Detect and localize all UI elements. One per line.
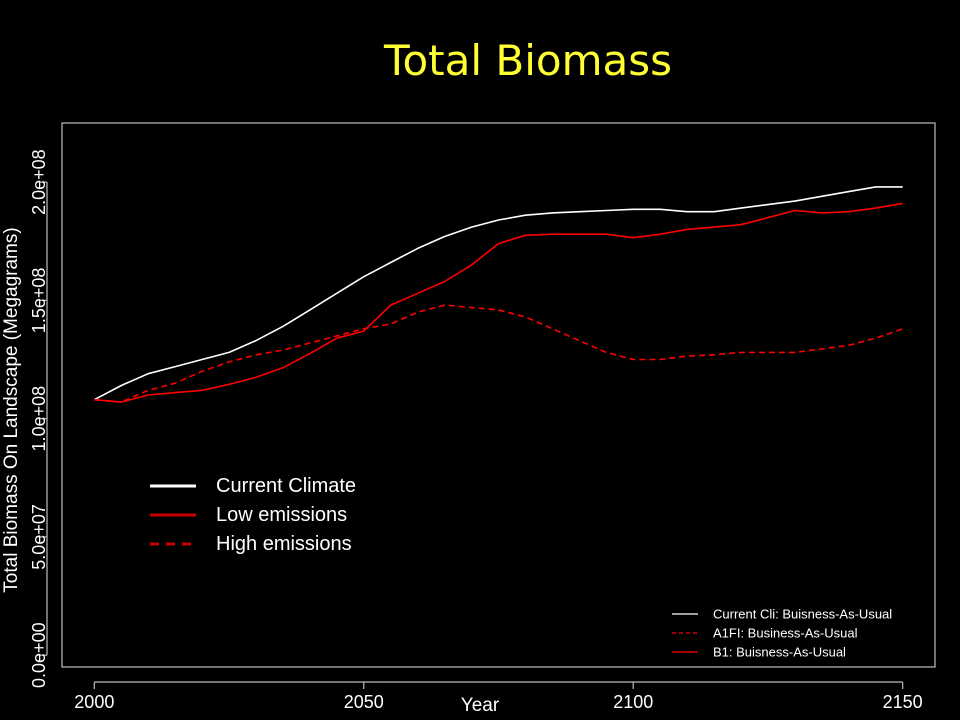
y-tick-label: 1.5e+08 (29, 268, 49, 334)
x-tick-label: 2000 (74, 692, 114, 712)
inner-legend-label: Current Cli: Buisness-As-Usual (713, 607, 892, 622)
overlay-legend-label: Low emissions (216, 504, 347, 526)
x-axis-title: Year (461, 695, 500, 716)
y-tick-label: 2.0e+08 (29, 149, 49, 215)
overlay-legend-label: Current Climate (216, 475, 356, 497)
inner-legend-label: B1: Buisness-As-Usual (713, 645, 846, 660)
slide-title: Total Biomass (383, 36, 673, 85)
series-line-1 (94, 304, 903, 403)
x-tick-label: 2050 (344, 692, 384, 712)
overlay-legend-label: High emissions (216, 533, 352, 555)
plot-frame (61, 122, 936, 668)
series-line-0 (93, 186, 903, 401)
x-tick-label: 2100 (613, 692, 653, 712)
y-tick-label: 0.0e+00 (29, 622, 49, 688)
y-tick-label: 1.0e+08 (29, 386, 49, 452)
x-tick-label: 2150 (883, 692, 923, 712)
inner-legend-label: A1FI: Business-As-Usual (713, 626, 858, 641)
y-axis-title: Total Biomass On Landscape (Megagrams) (1, 227, 22, 592)
y-tick-label: 5.0e+07 (29, 504, 49, 570)
series-line-2 (94, 202, 903, 403)
